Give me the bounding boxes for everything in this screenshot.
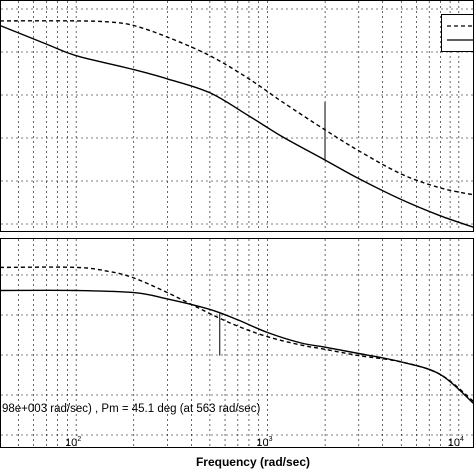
margin-annotation: 98e+003 rad/sec) , Pm = 45.1 deg (at 563… [2,403,260,415]
x-tick-labels: 102 103 104 [65,436,464,449]
panel-frame [0,0,474,232]
magnitude-panel [0,0,474,232]
x-tick-label: 102 [65,436,81,449]
panel-frame [0,238,474,448]
grid [1,239,473,447]
series-line-dashed [0,20,474,196]
phase-panel [0,238,474,448]
legend [441,14,474,52]
series-line-solid [0,24,474,229]
series-line-solid [0,289,474,405]
legend-box [441,14,474,52]
x-axis-label: Frequency (rad/sec) [196,455,310,469]
x-tick-label: 104 [448,436,464,449]
x-tick-label: 103 [256,436,272,449]
